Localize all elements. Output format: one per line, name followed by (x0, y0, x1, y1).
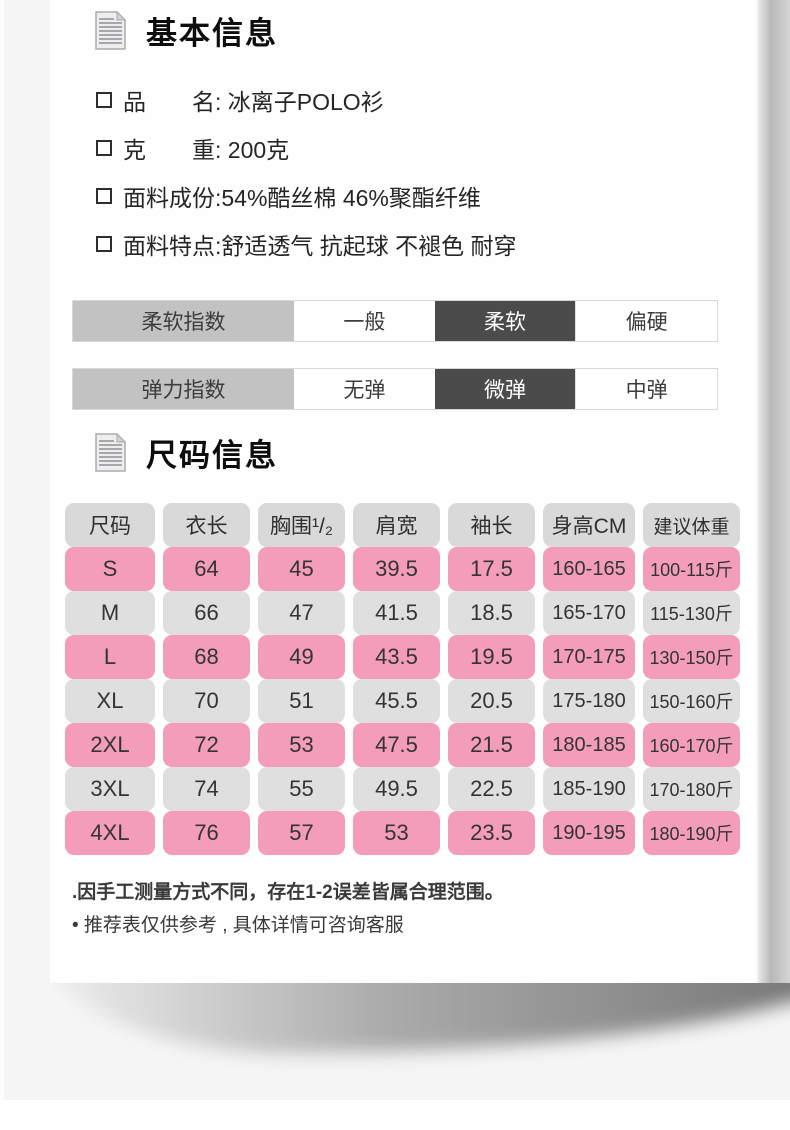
size-cell: 150-160斤 (643, 679, 740, 723)
elasticity-option-slight-selected: 微弹 (434, 369, 576, 409)
size-cell: 53 (353, 811, 440, 855)
size-cell: 165-170 (543, 591, 635, 635)
elasticity-index-label: 弹力指数 (73, 369, 294, 409)
col-header-length: 衣长 (163, 503, 250, 547)
info-item-fabric-composition: 面料成份:54%酷丝棉 46%聚酯纤维 (96, 172, 716, 220)
size-cell: 66 (163, 591, 250, 635)
size-cell: S (65, 547, 155, 591)
size-cell: 160-170斤 (643, 723, 740, 767)
size-cell: 72 (163, 723, 250, 767)
softness-index-bar: 柔软指数 一般 柔软 偏硬 (72, 300, 718, 342)
size-cell: 19.5 (448, 635, 535, 679)
size-cell: 45.5 (353, 679, 440, 723)
square-bullet-icon (96, 236, 112, 252)
size-cell: 43.5 (353, 635, 440, 679)
basic-info-list: 品 名: 冰离子POLO衫 克 重: 200克 面料成份:54%酷丝棉 46%聚… (96, 76, 716, 268)
square-bullet-icon (96, 92, 112, 108)
size-cell: 45 (258, 547, 345, 591)
page-curl-shadow-right (755, 0, 790, 983)
elasticity-index-options: 无弹 微弹 中弹 (294, 369, 717, 409)
size-cell: 64 (163, 547, 250, 591)
softness-option-soft-selected: 柔软 (434, 301, 576, 341)
size-cell: 41.5 (353, 591, 440, 635)
size-cell: 180-185 (543, 723, 635, 767)
size-cell: 47 (258, 591, 345, 635)
size-cell: 70 (163, 679, 250, 723)
page-curl-shadow-bottom (40, 983, 790, 1053)
size-cell: 53 (258, 723, 345, 767)
size-cell: 170-175 (543, 635, 635, 679)
size-cell: 22.5 (448, 767, 535, 811)
size-cell: 4XL (65, 811, 155, 855)
size-cell: L (65, 635, 155, 679)
size-cell: 23.5 (448, 811, 535, 855)
size-cell: 49.5 (353, 767, 440, 811)
size-cell: 21.5 (448, 723, 535, 767)
size-cell: 55 (258, 767, 345, 811)
left-edge-highlight (0, 0, 4, 1100)
size-cell: 49 (258, 635, 345, 679)
info-item-text: 克 重: 200克 (123, 137, 290, 163)
notes-block: .因手工测量方式不同，存在1-2误差皆属合理范围。 • 推荐表仅供参考 , 具体… (72, 876, 712, 942)
elasticity-option-medium: 中弹 (575, 369, 717, 409)
size-info-title: 尺码信息 (146, 438, 278, 473)
elasticity-option-none: 无弹 (343, 379, 386, 402)
size-cell: 2XL (65, 723, 155, 767)
size-cell: 130-150斤 (643, 635, 740, 679)
square-bullet-icon (96, 140, 112, 156)
size-cell: 185-190 (543, 767, 635, 811)
size-cell: M (65, 591, 155, 635)
size-cell: 76 (163, 811, 250, 855)
softness-option-normal: 一般 (343, 311, 386, 334)
basic-info-header: 基本信息 (95, 8, 278, 53)
size-cell: 115-130斤 (643, 591, 740, 635)
softness-option-hard: 偏硬 (575, 301, 717, 341)
note-measurement: .因手工测量方式不同，存在1-2误差皆属合理范围。 (72, 882, 504, 903)
size-cell: 3XL (65, 767, 155, 811)
elasticity-index-bar: 弹力指数 无弹 微弹 中弹 (72, 368, 718, 410)
size-cell: 51 (258, 679, 345, 723)
note-reference: • 推荐表仅供参考 , 具体详情可咨询客服 (72, 915, 404, 936)
col-header-weight: 建议体重 (643, 503, 740, 547)
info-item-text: 面料特点:舒适透气 抗起球 不褪色 耐穿 (123, 233, 517, 259)
info-item-fabric-features: 面料特点:舒适透气 抗起球 不褪色 耐穿 (96, 220, 716, 268)
col-header-height: 身高CM (543, 503, 635, 547)
bottom-white-strip (0, 1100, 790, 1130)
info-item-weight: 克 重: 200克 (96, 124, 716, 172)
size-cell: 20.5 (448, 679, 535, 723)
paper-card: 基本信息 品 名: 冰离子POLO衫 克 重: 200克 面料成份:54%酷丝棉… (50, 0, 758, 983)
col-header-sleeve: 袖长 (448, 503, 535, 547)
page-bottom-shadow-zone (0, 983, 790, 1100)
size-cell: 68 (163, 635, 250, 679)
col-header-shoulder: 肩宽 (353, 503, 440, 547)
softness-index-label: 柔软指数 (73, 301, 294, 341)
size-cell: 57 (258, 811, 345, 855)
size-cell: 74 (163, 767, 250, 811)
size-cell: XL (65, 679, 155, 723)
info-item-name: 品 名: 冰离子POLO衫 (96, 76, 716, 124)
info-item-text: 品 名: 冰离子POLO衫 (123, 89, 384, 115)
size-cell: 18.5 (448, 591, 535, 635)
size-cell: 180-190斤 (643, 811, 740, 855)
col-header-size: 尺码 (65, 503, 155, 547)
size-cell: 175-180 (543, 679, 635, 723)
basic-info-title: 基本信息 (146, 16, 278, 51)
square-bullet-icon (96, 188, 112, 204)
softness-index-options: 一般 柔软 偏硬 (294, 301, 717, 341)
size-info-header: 尺码信息 (95, 430, 278, 475)
size-cell: 170-180斤 (643, 767, 740, 811)
size-cell: 47.5 (353, 723, 440, 767)
size-table: 尺码 衣长 胸围¹/₂ 肩宽 袖长 身高CM 建议体重 S 64 45 39.5… (65, 503, 741, 855)
size-cell: 190-195 (543, 811, 635, 855)
size-cell: 100-115斤 (643, 547, 740, 591)
size-cell: 17.5 (448, 547, 535, 591)
info-item-text: 面料成份:54%酷丝棉 46%聚酯纤维 (123, 185, 481, 211)
size-cell: 160-165 (543, 547, 635, 591)
document-icon (95, 433, 126, 472)
size-cell: 39.5 (353, 547, 440, 591)
col-header-chest: 胸围¹/₂ (258, 503, 345, 547)
document-icon (95, 11, 126, 50)
